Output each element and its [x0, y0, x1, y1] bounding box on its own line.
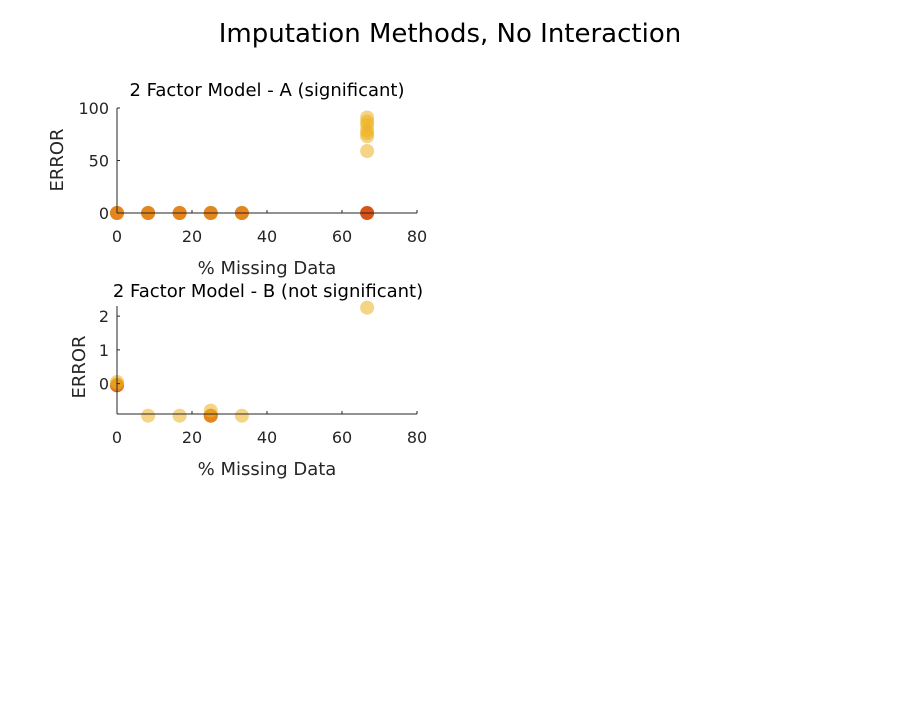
subplot-a-point [360, 144, 375, 159]
subplot-b-ytick-label: 1 [99, 341, 109, 360]
subplot-a-marks [110, 110, 375, 220]
figure-title: Imputation Methods, No Interaction [219, 19, 681, 49]
subplot-b-point [203, 408, 218, 423]
subplot-b-ytick-label: 2 [99, 307, 109, 326]
subplot-a-ytick-label: 50 [89, 152, 109, 171]
subplot-b-xtick-label: 0 [112, 428, 122, 447]
subplot-a-xtick-label: 0 [112, 227, 122, 246]
subplot-b-xtick-label: 60 [332, 428, 352, 447]
subplot-b-point [234, 408, 249, 423]
subplot-a: 2 Factor Model - A (significant) 0 20 40 60… [47, 80, 427, 279]
subplot-b-point [360, 300, 375, 315]
subplot-b-xtick-label: 40 [257, 428, 277, 447]
subplot-b-ytick-label: 0 [99, 375, 109, 394]
subplot-a-ylabel: ERROR [47, 128, 68, 191]
subplot-a-point [360, 129, 375, 144]
subplot-b-ylabel: ERROR [69, 335, 90, 398]
subplot-b: 2 Factor Model - B (not significant) 0 20… [69, 281, 427, 480]
subplot-b-xtick-label: 80 [407, 428, 427, 447]
subplot-a-ticks: 0 20 40 60 80 0 50 100 [78, 99, 427, 246]
subplot-b-point [172, 408, 187, 423]
subplot-a-ytick-label: 100 [78, 99, 109, 118]
subplot-b-xtick-label: 20 [182, 428, 202, 447]
subplot-b-xlabel: % Missing Data [198, 459, 337, 480]
subplot-b-title: 2 Factor Model - B (not significant) [113, 281, 423, 302]
subplot-a-ytick-label: 0 [99, 204, 109, 223]
subplot-a-xtick-label: 60 [332, 227, 352, 246]
subplot-b-ticks: 0 20 40 60 80 0 1 2 [99, 307, 427, 447]
subplot-a-xtick-label: 20 [182, 227, 202, 246]
subplot-b-point [141, 408, 156, 423]
subplot-a-title: 2 Factor Model - A (significant) [129, 80, 404, 101]
subplot-a-xlabel: % Missing Data [198, 258, 337, 279]
subplot-b-marks [110, 300, 375, 423]
subplot-a-xtick-label: 40 [257, 227, 277, 246]
subplot-a-xtick-label: 80 [407, 227, 427, 246]
